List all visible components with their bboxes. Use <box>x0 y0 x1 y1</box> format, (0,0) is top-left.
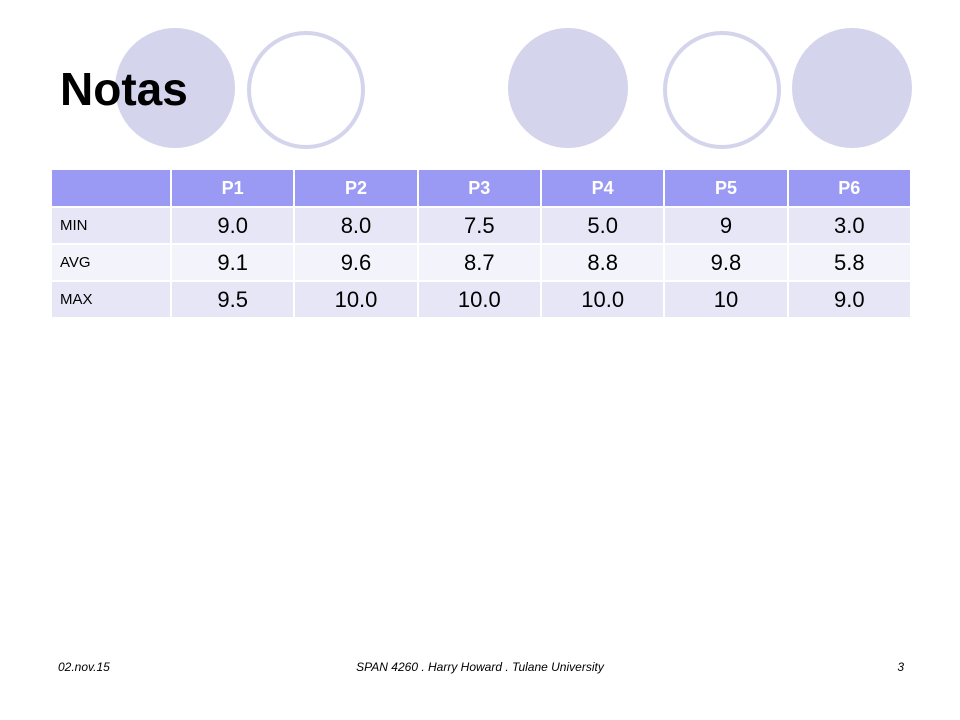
header-row: P1 P2 P3 P4 P5 P6 <box>50 168 913 208</box>
grade-cell: 8.7 <box>416 243 542 282</box>
grade-cell: 8.8 <box>539 243 666 282</box>
grade-cell: 9 <box>663 206 789 245</box>
circle <box>508 28 628 148</box>
header-cell: P1 <box>169 168 296 208</box>
grade-cell: 10.0 <box>293 280 419 319</box>
footer-center: SPAN 4260 . Harry Howard . Tulane Univer… <box>356 660 604 674</box>
grade-cell: 10.0 <box>539 280 666 319</box>
grade-cell: 10 <box>663 280 789 319</box>
header-cell: P6 <box>786 168 913 208</box>
grade-cell: 9.8 <box>663 243 789 282</box>
page-number: 3 <box>897 660 904 674</box>
row-label: MAX <box>50 280 172 319</box>
row-label: AVG <box>50 243 172 282</box>
footer-date: 02.nov.15 <box>58 660 110 674</box>
circle <box>663 31 781 149</box>
grade-cell: 10.0 <box>416 280 542 319</box>
row-label: MIN <box>50 206 172 245</box>
grade-cell: 9.0 <box>169 206 296 245</box>
grade-cell: 9.0 <box>786 280 913 319</box>
table-body: MIN 9.0 8.0 7.5 5.0 9 3.0 AVG 9.1 9.6 8.7 8.8 9.8 5.8… <box>50 206 913 319</box>
circle <box>792 28 912 148</box>
grade-cell: 9.6 <box>293 243 419 282</box>
grade-cell: 5.0 <box>539 206 666 245</box>
grade-cell: 9.1 <box>169 243 296 282</box>
header-cell: P5 <box>663 168 789 208</box>
grades-table: P1 P2 P3 P4 P5 P6 MIN 9.0 8.0 7.5 5.0 9 3.0 AVG 9.1 9.… <box>50 168 913 319</box>
grade-cell: 9.5 <box>169 280 296 319</box>
grade-cell: 3.0 <box>786 206 913 245</box>
grade-cell: 7.5 <box>416 206 542 245</box>
header-cell <box>50 168 172 208</box>
table-row: MAX 9.5 10.0 10.0 10.0 10 9.0 <box>50 280 913 319</box>
header-cell: P3 <box>416 168 542 208</box>
circle <box>247 31 365 149</box>
table-row: AVG 9.1 9.6 8.7 8.8 9.8 5.8 <box>50 243 913 282</box>
grade-cell: 5.8 <box>786 243 913 282</box>
circle <box>115 28 235 148</box>
table-row: MIN 9.0 8.0 7.5 5.0 9 3.0 <box>50 206 913 245</box>
header-cell: P4 <box>539 168 666 208</box>
header-cell: P2 <box>293 168 419 208</box>
title: Notas <box>60 63 188 115</box>
grade-cell: 8.0 <box>293 206 419 245</box>
